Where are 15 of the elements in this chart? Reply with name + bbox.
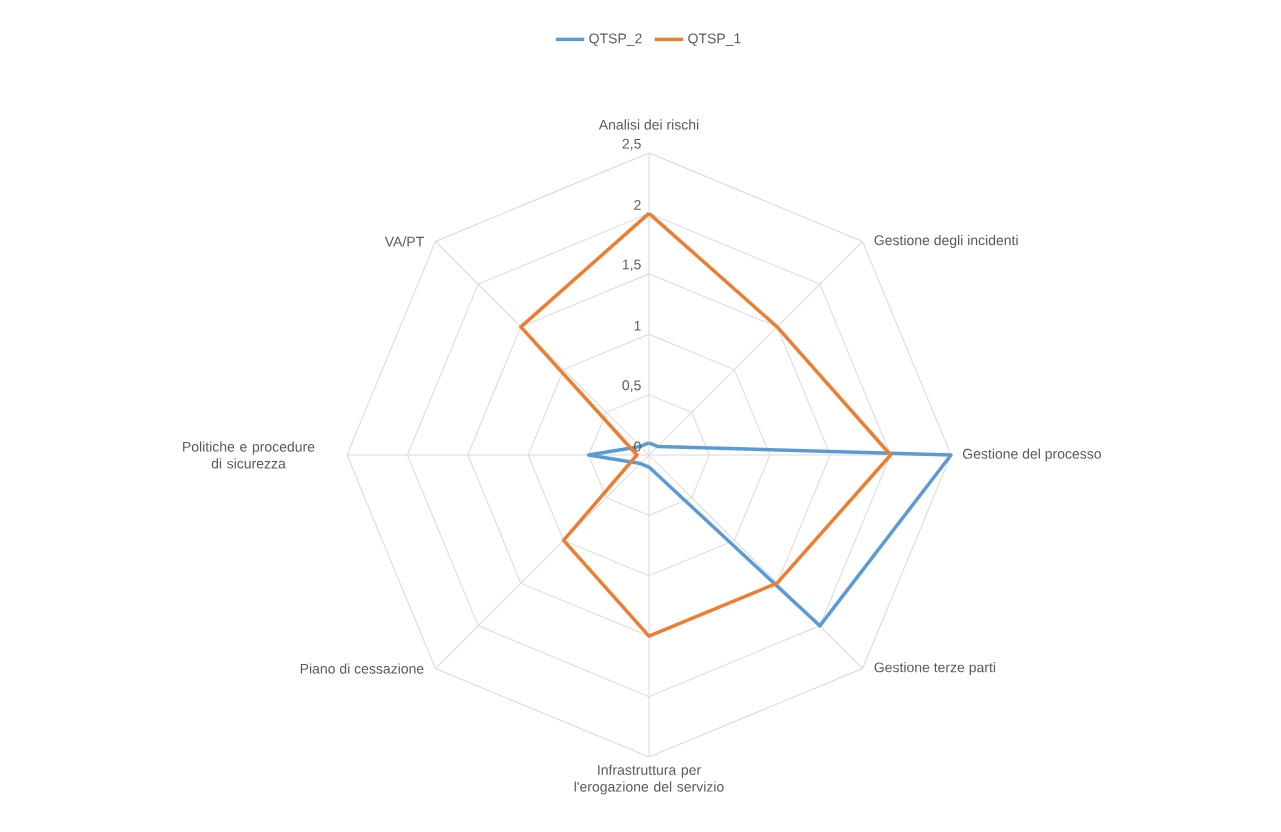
legend-label: QTSP_1 xyxy=(688,33,741,47)
spoke-label: Gestione terze parti xyxy=(874,662,996,676)
legend-label: QTSP_2 xyxy=(589,33,642,47)
spoke-label: Politiche e procedure di sicurezza xyxy=(183,441,315,469)
y-tick-label: 1 xyxy=(634,320,641,331)
y-tick-label: 0,5 xyxy=(622,380,641,392)
spoke-label: Analisi dei rischi xyxy=(598,119,699,130)
spoke-label: Gestione degli incidenti xyxy=(874,234,1018,248)
spoke-label: Gestione del processo xyxy=(962,448,1101,462)
y-tick-label: 2 xyxy=(634,200,641,210)
y-tick-label: 1,5 xyxy=(622,259,641,272)
spoke-label: Infrastruttura per l'erogazione del servizio xyxy=(574,764,724,795)
y-tick-label: 2,5 xyxy=(622,138,641,151)
spoke-label: VA/PT xyxy=(384,236,424,247)
spoke-label: Piano di cessazione xyxy=(300,663,424,674)
